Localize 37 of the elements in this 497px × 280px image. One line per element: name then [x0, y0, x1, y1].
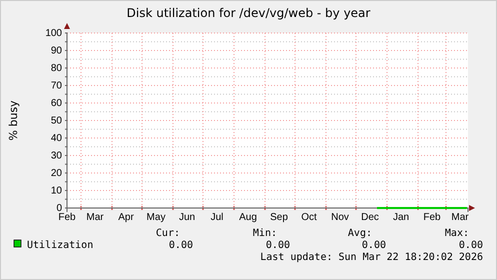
chart-title: Disk utilization for /dev/vg/web - by year — [126, 6, 370, 20]
y-tick-label: 100 — [45, 28, 62, 40]
y-tick-label: 30 — [50, 150, 62, 162]
legend-label: Utilization — [27, 240, 94, 251]
x-tick-label: Aug — [239, 212, 257, 224]
x-tick-label: Nov — [331, 212, 349, 224]
x-tick-label: Apr — [118, 212, 134, 224]
text: 0.00 — [362, 240, 386, 251]
y-tick-label: 10 — [50, 186, 62, 197]
y-tick-label: 90 — [50, 46, 62, 57]
text: Min: — [252, 228, 277, 239]
x-tick-label: Oct — [301, 212, 317, 224]
text: 0.00 — [266, 240, 290, 251]
x-tick-label: May — [146, 212, 166, 224]
x-tick-label: Dec — [361, 212, 379, 224]
text: 0.00 — [168, 240, 193, 251]
y-tick-label: 50 — [50, 116, 62, 127]
x-tick-label: Sep — [270, 212, 288, 224]
x-tick-label: Jun — [178, 212, 196, 224]
x-tick-label: Mar — [86, 212, 104, 224]
x-tick-label: Jul — [210, 212, 224, 224]
text: Avg: — [348, 228, 372, 239]
y-tick-label: 70 — [50, 80, 62, 92]
y-tick-label: 40 — [50, 133, 62, 144]
x-tick-label: Feb — [423, 212, 442, 224]
x-tick-label: Feb — [58, 212, 76, 224]
text: Last update: Sun Mar 22 18:20:02 2026 — [260, 252, 483, 263]
y-tick-label: 0 — [56, 203, 62, 214]
text: 0.00 — [458, 240, 483, 251]
y-axis-title: % busy — [7, 100, 20, 141]
x-tick-label: Mar — [451, 212, 470, 224]
y-tick-label: 60 — [50, 98, 62, 110]
text: Cur: — [156, 228, 180, 239]
text: Max: — [444, 228, 469, 239]
y-tick-label: 80 — [50, 63, 62, 74]
x-tick-label: Jan — [392, 212, 410, 224]
y-tick-label: 20 — [50, 168, 62, 180]
